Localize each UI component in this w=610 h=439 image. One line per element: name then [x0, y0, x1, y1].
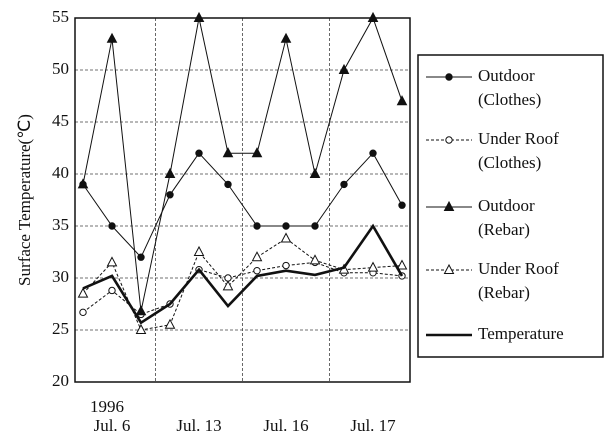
marker: [443, 263, 455, 274]
marker: [106, 256, 118, 267]
x-tick-label: Jul. 16: [263, 416, 308, 435]
legend-label: Under Roof (Rebar): [478, 259, 559, 302]
x-tick-label: Jul. 13: [176, 416, 221, 435]
marker: [164, 167, 176, 178]
y-tick-label: 45: [52, 111, 69, 130]
marker: [282, 261, 290, 270]
marker: [443, 200, 455, 211]
y-tick-label: 35: [52, 215, 69, 234]
marker: [398, 201, 406, 209]
year-label: 1996: [90, 397, 124, 416]
y-tick-label: 20: [52, 371, 69, 390]
marker: [222, 147, 234, 158]
marker: [224, 274, 232, 282]
marker: [253, 222, 261, 230]
marker: [280, 32, 292, 43]
marker: [135, 323, 147, 334]
legend-label: Under Roof (Clothes): [478, 129, 559, 172]
marker: [195, 149, 203, 157]
marker: [108, 222, 116, 230]
marker: [106, 32, 118, 43]
marker: [253, 267, 261, 275]
marker: [222, 280, 234, 291]
plot-frame: [74, 17, 411, 383]
marker: [367, 261, 379, 272]
y-axis-label: Surface Temperature(℃): [15, 114, 34, 286]
marker: [251, 251, 263, 262]
series-line: [82, 237, 403, 331]
series-line: [82, 152, 403, 259]
marker: [193, 11, 205, 22]
y-tick-label: 50: [52, 59, 69, 78]
marker: [164, 318, 176, 329]
marker: [340, 180, 348, 189]
x-tick-label: Jul. 17: [350, 416, 396, 435]
marker: [396, 95, 408, 106]
marker: [135, 305, 147, 316]
series-line: [82, 223, 404, 325]
legend-box: [417, 54, 604, 358]
marker: [251, 147, 263, 158]
marker: [282, 222, 290, 230]
marker: [369, 149, 377, 157]
y-tick-label: 40: [52, 163, 69, 182]
x-tick-label: Jul. 6: [94, 416, 131, 435]
marker: [193, 245, 205, 256]
legend-label: Outdoor (Clothes): [478, 66, 541, 109]
marker: [77, 178, 89, 189]
marker: [338, 63, 350, 74]
marker: [108, 286, 116, 295]
marker: [224, 180, 232, 189]
marker: [445, 136, 453, 144]
marker: [445, 73, 453, 81]
legend-label: Temperature: [478, 324, 564, 343]
marker: [166, 191, 174, 199]
marker: [367, 11, 379, 22]
legend-label: Outdoor (Rebar): [478, 196, 535, 239]
marker: [309, 254, 321, 265]
y-tick-label: 55: [52, 7, 69, 26]
series-line: [82, 16, 403, 312]
marker: [311, 222, 319, 230]
marker: [396, 259, 408, 270]
marker: [77, 287, 89, 298]
marker: [309, 167, 321, 178]
marker: [79, 308, 87, 317]
y-tick-label: 30: [52, 267, 69, 286]
y-tick-label: 25: [52, 319, 69, 338]
series-line: [82, 261, 403, 315]
marker: [137, 253, 145, 261]
marker: [280, 232, 292, 243]
